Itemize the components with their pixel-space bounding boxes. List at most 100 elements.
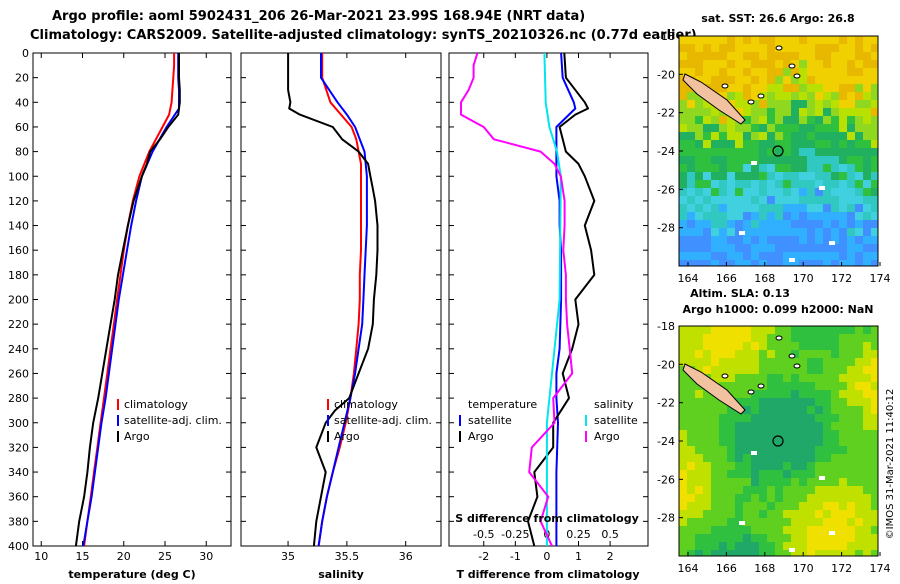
map-cell: [679, 438, 687, 446]
map-cell: [871, 60, 878, 68]
map-cell: [775, 236, 783, 244]
map-cell: [807, 172, 815, 180]
map-cell: [831, 44, 839, 52]
map-cell: [791, 228, 799, 236]
map-cell: [791, 342, 799, 350]
map-cell: [679, 486, 687, 494]
map-cell: [695, 140, 703, 148]
map-cell: [855, 172, 863, 180]
map-y-tick-label: -20: [657, 68, 675, 81]
map-cell: [855, 430, 863, 438]
map-cell: [823, 334, 831, 342]
map-cell: [727, 438, 735, 446]
map-cell: [839, 422, 847, 430]
map-cell: [679, 140, 687, 148]
map-cell: [775, 124, 783, 132]
map-cell: [823, 244, 831, 252]
map-cell: [775, 68, 783, 76]
map-cell: [823, 494, 831, 502]
map-cell: [871, 334, 878, 342]
map-cell: [799, 60, 807, 68]
map-cell: [863, 52, 871, 60]
map-cell: [807, 164, 815, 172]
legend-label-climatology: climatology: [124, 398, 188, 411]
map-cell: [791, 550, 799, 556]
map-cell: [719, 406, 727, 414]
map-cell: [855, 366, 863, 374]
map-cell: [735, 550, 743, 556]
map-cell: [735, 526, 743, 534]
map-cell: [703, 550, 711, 556]
map-cell: [783, 502, 791, 510]
map-cell: [767, 196, 775, 204]
map-cell: [727, 494, 735, 502]
map-cell: [823, 44, 831, 52]
series-line-argo: [287, 53, 379, 546]
map-cell: [783, 172, 791, 180]
map-cell: [679, 260, 687, 266]
map-cell: [831, 244, 839, 252]
map-cell: [847, 196, 855, 204]
map-cell: [807, 510, 815, 518]
map-cell: [799, 132, 807, 140]
map-cell: [711, 172, 719, 180]
map-cell: [791, 244, 799, 252]
map-cell: [815, 52, 823, 60]
map-cell: [871, 534, 878, 542]
map-cell: [767, 454, 775, 462]
map-cell: [743, 116, 751, 124]
map-cell: [711, 220, 719, 228]
map-cell: [839, 220, 847, 228]
map-cell: [855, 260, 863, 266]
map-cell: [807, 124, 815, 132]
map-cell: [687, 156, 695, 164]
map-cell: [855, 374, 863, 382]
map-cell: [711, 236, 719, 244]
map-cell: [735, 180, 743, 188]
map-cell: [751, 526, 759, 534]
map-cell: [831, 196, 839, 204]
map-cell: [839, 454, 847, 462]
map-cell: [727, 542, 735, 550]
map-y-tick-label: -22: [657, 397, 675, 410]
map-cell: [839, 84, 847, 92]
map-cell: [799, 188, 807, 196]
map-cell: [823, 92, 831, 100]
map-cell: [823, 430, 831, 438]
map-cell: [735, 260, 743, 266]
map-cell: [783, 414, 791, 422]
map-cell: [687, 204, 695, 212]
map-y-tick-label: -24: [657, 145, 675, 158]
map-cell: [807, 518, 815, 526]
map-cell: [799, 180, 807, 188]
map-cell: [783, 366, 791, 374]
map-cell: [743, 220, 751, 228]
map-cell: [871, 398, 878, 406]
map-cell: [751, 406, 759, 414]
map-cell: [751, 204, 759, 212]
map-cell: [759, 454, 767, 462]
map-cell: [847, 52, 855, 60]
y-tick-label: 0: [22, 47, 29, 60]
map-cell: [695, 358, 703, 366]
map-cell: [791, 132, 799, 140]
map-cell: [727, 374, 735, 382]
map-cell: [743, 124, 751, 132]
map-cell: [735, 470, 743, 478]
map-cell: [855, 52, 863, 60]
map-y-tick-label: -18: [657, 320, 675, 333]
map-cell: [679, 220, 687, 228]
map-cell: [687, 526, 695, 534]
map-cell: [839, 470, 847, 478]
map-cell: [687, 60, 695, 68]
map-cell: [759, 108, 767, 116]
map-cell: [871, 228, 878, 236]
map-cell: [743, 518, 751, 526]
map-cell: [695, 76, 703, 84]
map-cell: [799, 212, 807, 220]
series-line-satellite-adj-clim-: [317, 53, 368, 546]
map-cell: [703, 132, 711, 140]
map-cell: [703, 228, 711, 236]
map-cell: [751, 252, 759, 260]
map-cell: [703, 108, 711, 116]
